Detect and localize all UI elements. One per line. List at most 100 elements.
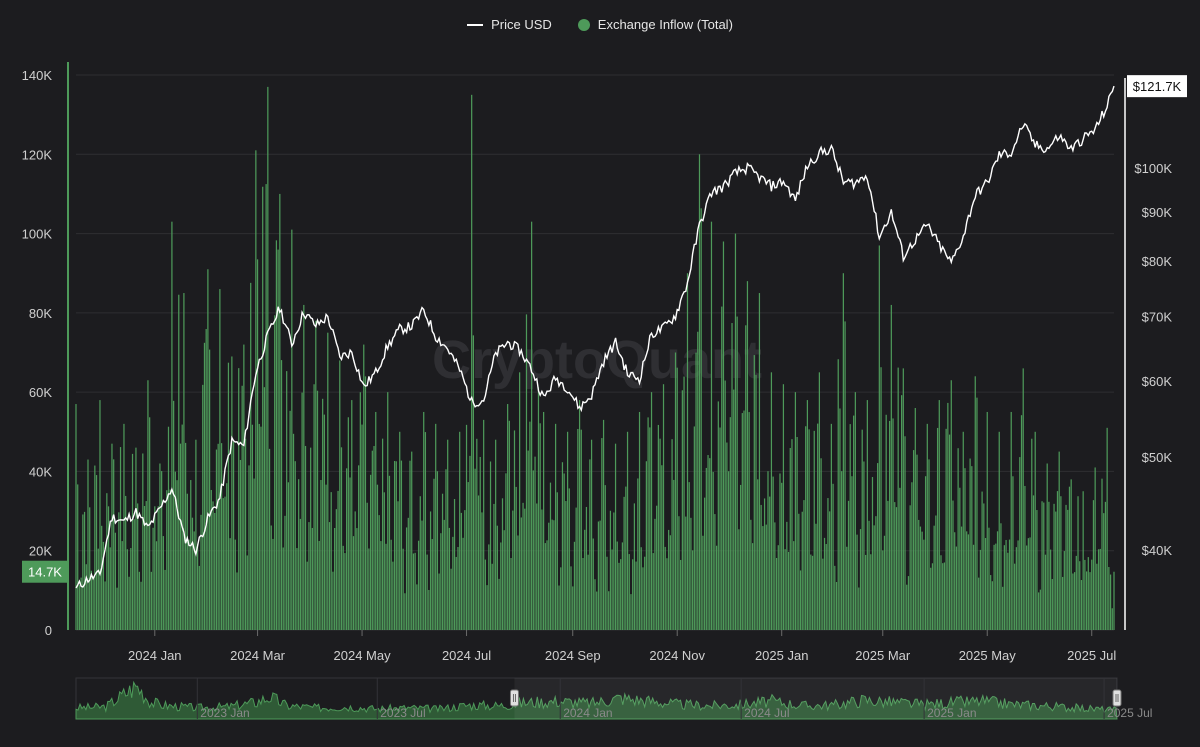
right-tick-label: $70K xyxy=(1142,310,1173,325)
legend-item-price[interactable]: Price USD xyxy=(467,17,552,32)
inflow-bar xyxy=(870,554,872,630)
inflow-bar xyxy=(433,478,435,630)
inflow-bar xyxy=(1017,540,1019,630)
inflow-bar xyxy=(476,438,478,630)
inflow-bar xyxy=(208,349,211,630)
inflow-bar xyxy=(671,439,673,630)
inflow-bar xyxy=(1060,496,1062,630)
inflow-bar xyxy=(642,567,644,630)
right-tick-label: $80K xyxy=(1142,254,1173,269)
inflow-bar xyxy=(274,315,276,630)
inflow-bar xyxy=(582,557,584,630)
inflow-bar xyxy=(765,524,767,630)
inflow-bar xyxy=(570,566,572,630)
inflow-bar xyxy=(594,579,596,630)
inflow-bar xyxy=(275,240,278,630)
inflow-bar xyxy=(412,553,415,630)
inflow-bar xyxy=(351,400,353,630)
navigator-tick-label: 2024 Jan xyxy=(563,706,612,720)
inflow-bar xyxy=(818,372,820,630)
inflow-bar xyxy=(885,414,887,630)
inflow-bar xyxy=(1003,545,1005,630)
inflow-bar xyxy=(883,535,886,630)
inflow-bar xyxy=(596,591,598,630)
inflow-bar xyxy=(738,529,740,630)
inflow-bar xyxy=(1032,495,1035,630)
inflow-bar xyxy=(299,518,301,630)
inflow-bar xyxy=(87,459,89,630)
inflow-bar xyxy=(205,329,207,630)
navigator-right-handle[interactable] xyxy=(1112,689,1122,707)
inflow-bar xyxy=(890,304,892,630)
inflow-bar xyxy=(539,423,541,630)
inflow-bar xyxy=(316,390,319,630)
inflow-bar xyxy=(733,389,735,630)
inflow-bar xyxy=(452,536,454,630)
inflow-bar xyxy=(633,503,636,630)
inflow-bar xyxy=(262,186,264,630)
inflow-bar xyxy=(75,404,77,630)
inflow-bar xyxy=(303,304,305,630)
inflow-bar xyxy=(536,503,538,630)
inflow-bar xyxy=(1053,503,1055,630)
inflow-bar xyxy=(380,541,382,630)
inflow-bar xyxy=(1106,427,1108,630)
inflow-bar xyxy=(803,500,805,630)
inflow-bar xyxy=(1039,589,1041,630)
right-tick-label: $50K xyxy=(1142,450,1173,465)
inflow-bar xyxy=(976,397,978,630)
range-navigator[interactable]: 2023 Jan 2023 Jul 2024 Jan 2024 Jul 2025 Jan… xyxy=(75,677,1152,720)
inflow-bar xyxy=(554,423,557,630)
legend-label-price: Price USD xyxy=(491,17,552,32)
inflow-bar xyxy=(161,471,163,630)
inflow-bar xyxy=(488,544,490,630)
inflow-bar xyxy=(1022,368,1024,630)
inflow-bar xyxy=(620,559,622,630)
inflow-bar xyxy=(673,479,675,630)
inflow-bar xyxy=(991,581,993,630)
navigator-selection[interactable] xyxy=(514,678,1117,719)
inflow-bar xyxy=(923,539,925,630)
inflow-bar xyxy=(198,565,200,630)
inflow-bar xyxy=(829,511,831,630)
inflow-bar xyxy=(712,471,714,630)
inflow-bar xyxy=(623,496,625,630)
inflow-bar xyxy=(126,549,128,630)
inflow-bar xyxy=(575,507,577,630)
inflow-bar xyxy=(130,548,132,630)
inflow-bar xyxy=(835,582,838,630)
inflow-bar xyxy=(604,485,606,630)
inflow-bar xyxy=(969,458,971,630)
inflow-bar xyxy=(140,581,142,630)
inflow-bar xyxy=(1096,563,1098,630)
inflow-bar xyxy=(231,356,233,630)
inflow-bar xyxy=(471,94,473,630)
inflow-bar xyxy=(558,585,560,630)
inflow-bar xyxy=(358,465,360,630)
legend-item-inflow[interactable]: Exchange Inflow (Total) xyxy=(577,17,733,32)
x-tick-label: 2025 Mar xyxy=(855,648,911,663)
inflow-bar xyxy=(1012,476,1014,630)
inflow-bar xyxy=(839,408,841,630)
inflow-bar xyxy=(1020,415,1023,630)
inflow-bar xyxy=(505,473,507,630)
inflow-bar xyxy=(714,514,716,630)
inflow-bar xyxy=(616,541,618,630)
navigator-left-handle[interactable] xyxy=(509,689,519,707)
inflow-bar xyxy=(155,541,158,630)
inflow-bar xyxy=(515,486,517,630)
inflow-bar xyxy=(1097,549,1100,630)
inflow-bar xyxy=(1048,501,1050,630)
inflow-bar xyxy=(979,549,982,630)
inflow-bar xyxy=(1014,563,1016,630)
inflow-bar xyxy=(787,551,790,630)
inflow-bar xyxy=(877,463,879,630)
inflow-bar xyxy=(315,320,317,630)
inflow-bar xyxy=(635,561,637,630)
inflow-bar xyxy=(904,436,906,630)
inflow-bar xyxy=(157,506,159,630)
inflow-bar xyxy=(647,417,649,630)
inflow-bar xyxy=(630,594,632,630)
inflow-bar xyxy=(544,543,546,630)
